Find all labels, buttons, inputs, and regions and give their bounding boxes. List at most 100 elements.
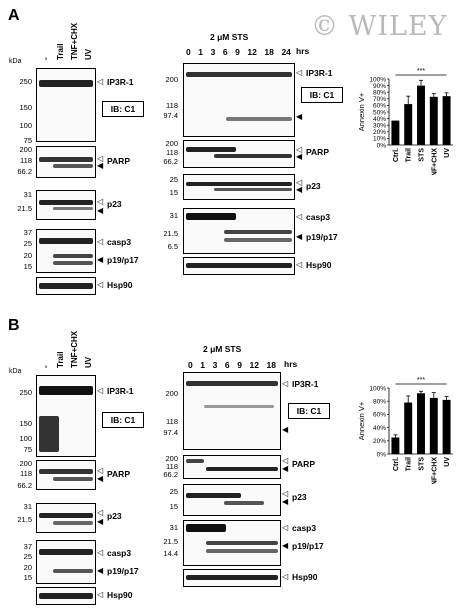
mw-marker: 37 [23, 542, 32, 551]
bar [391, 120, 400, 145]
x-tick-label: Trail [406, 148, 413, 162]
x-tick-label: Trail [406, 457, 413, 471]
open-arrow-icon: ◁ [97, 280, 104, 289]
mw-marker: 118 [166, 148, 178, 157]
filled-arrow-icon: ◀ [282, 425, 289, 434]
protein-label: casp3 [306, 212, 331, 222]
annexin-chart-b: Annexin V+ 0% 20% 40% 60% 80% 100% Ctrl. Trail ST… [357, 377, 453, 484]
lane-label-control: - [41, 57, 50, 60]
mw-marker: 25 [169, 487, 178, 496]
open-arrow-icon: ◁ [97, 77, 104, 86]
mw-marker: 21.5 [163, 537, 178, 546]
protein-label: IP3R-1 [107, 386, 134, 396]
open-arrow-icon: ◁ [296, 178, 303, 187]
mw-marker: 21.5 [17, 204, 32, 213]
x-tick-label: UV [444, 457, 451, 467]
mw-marker: 31 [23, 502, 32, 511]
y-tick-label: 10% [373, 136, 386, 143]
blot-parp [183, 140, 295, 168]
bar [417, 393, 425, 454]
lane-label-uv: UV [84, 356, 93, 368]
mw-marker: 21.5 [17, 515, 32, 524]
mw-marker: 14.4 [163, 549, 178, 558]
protein-label: Hsp90 [107, 280, 133, 290]
mw-marker: 100 [19, 121, 32, 130]
x-tick-label: Ctrl. [393, 457, 400, 471]
protein-label: casp3 [107, 237, 132, 247]
mw-marker: 200 [19, 459, 32, 468]
mw-marker: 97.4 [163, 111, 178, 120]
x-tick-label: UV [444, 148, 451, 158]
protein-label: Hsp90 [306, 260, 332, 270]
hrs-label: hrs [296, 46, 310, 56]
blot-parp [183, 455, 281, 479]
ib-label: IB: C1 [102, 101, 144, 117]
open-arrow-icon: ◁ [296, 260, 303, 269]
mw-marker: 250 [19, 77, 32, 86]
mw-marker: 20 [23, 251, 32, 260]
blot-p23 [183, 484, 281, 516]
mw-marker: 6.5 [167, 242, 178, 251]
mw-marker: 20 [23, 563, 32, 572]
open-arrow-icon: ◁ [97, 548, 104, 557]
blot-parp [36, 146, 96, 178]
y-tick-label: 20% [373, 438, 386, 445]
y-tick-label: 0% [377, 451, 387, 458]
protein-label: IP3R-1 [292, 379, 319, 389]
hrs-label: hrs [284, 359, 298, 369]
open-arrow-icon: ◁ [97, 154, 104, 163]
open-arrow-icon: ◁ [97, 508, 104, 517]
mw-marker: 15 [23, 262, 32, 271]
filled-arrow-icon: ◀ [97, 206, 104, 215]
x-tick-label: Ctrl. [393, 148, 400, 162]
annexin-chart-a: Annexin V+ 0%10%20%30%40%50%60%70%80%90%1… [357, 68, 453, 175]
y-tick-label: 80% [373, 90, 386, 97]
y-tick-label: 90% [373, 83, 386, 90]
mw-marker: 15 [169, 502, 178, 511]
open-arrow-icon: ◁ [97, 386, 104, 395]
lane-label-tnf: TNF+CHX [70, 330, 79, 368]
mw-marker: 25 [23, 552, 32, 561]
y-tick-label: 0% [377, 142, 387, 149]
mw-marker: 66.2 [17, 167, 32, 176]
open-arrow-icon: ◁ [282, 489, 289, 498]
mw-marker: 15 [169, 188, 178, 197]
blot-ip3r1 [36, 68, 96, 142]
y-axis-label: Annexin V+ [357, 401, 366, 440]
blot-casp3 [36, 540, 96, 584]
ib-label: IB: C1 [288, 403, 330, 419]
protein-label: IP3R-1 [306, 68, 333, 78]
protein-label: Hsp90 [292, 572, 318, 582]
mw-marker: 150 [19, 103, 32, 112]
mw-marker: 75 [23, 445, 32, 454]
significance-label: *** [417, 377, 425, 384]
bar [391, 437, 400, 454]
lane-label-trail: Trail [56, 351, 65, 368]
lane-label-tnf: TNF+CHX [70, 22, 79, 60]
watermark: © WILEY [311, 11, 448, 42]
blot-ip3r1 [183, 63, 295, 137]
y-tick-label: 40% [373, 425, 386, 432]
blot-ip3r1 [183, 372, 281, 450]
open-arrow-icon: ◁ [296, 68, 303, 77]
mw-marker: 200 [165, 389, 178, 398]
blot-hsp90 [36, 277, 96, 295]
open-arrow-icon: ◁ [97, 237, 104, 246]
mw-marker: 25 [23, 239, 32, 248]
bar [442, 96, 451, 145]
protein-label: p23 [107, 511, 122, 521]
filled-arrow-icon: ◀ [296, 112, 303, 121]
protein-label: casp3 [107, 548, 132, 558]
timepoints-a: 0 1 3 6 9 12 18 24 [186, 47, 291, 57]
filled-arrow-icon: ◀ [282, 497, 289, 506]
ib-label: IB: C1 [301, 87, 343, 103]
mw-marker: 66.2 [163, 157, 178, 166]
bar [404, 104, 413, 145]
y-tick-label: 60% [373, 103, 386, 110]
protein-label: PARP [306, 147, 329, 157]
mw-marker: 31 [169, 211, 178, 220]
mw-marker: 66.2 [163, 470, 178, 479]
timepoints-b: 0 1 3 6 9 12 18 [188, 360, 276, 370]
filled-arrow-icon: ◀ [97, 474, 104, 483]
protein-label: p19/p17 [306, 232, 338, 242]
